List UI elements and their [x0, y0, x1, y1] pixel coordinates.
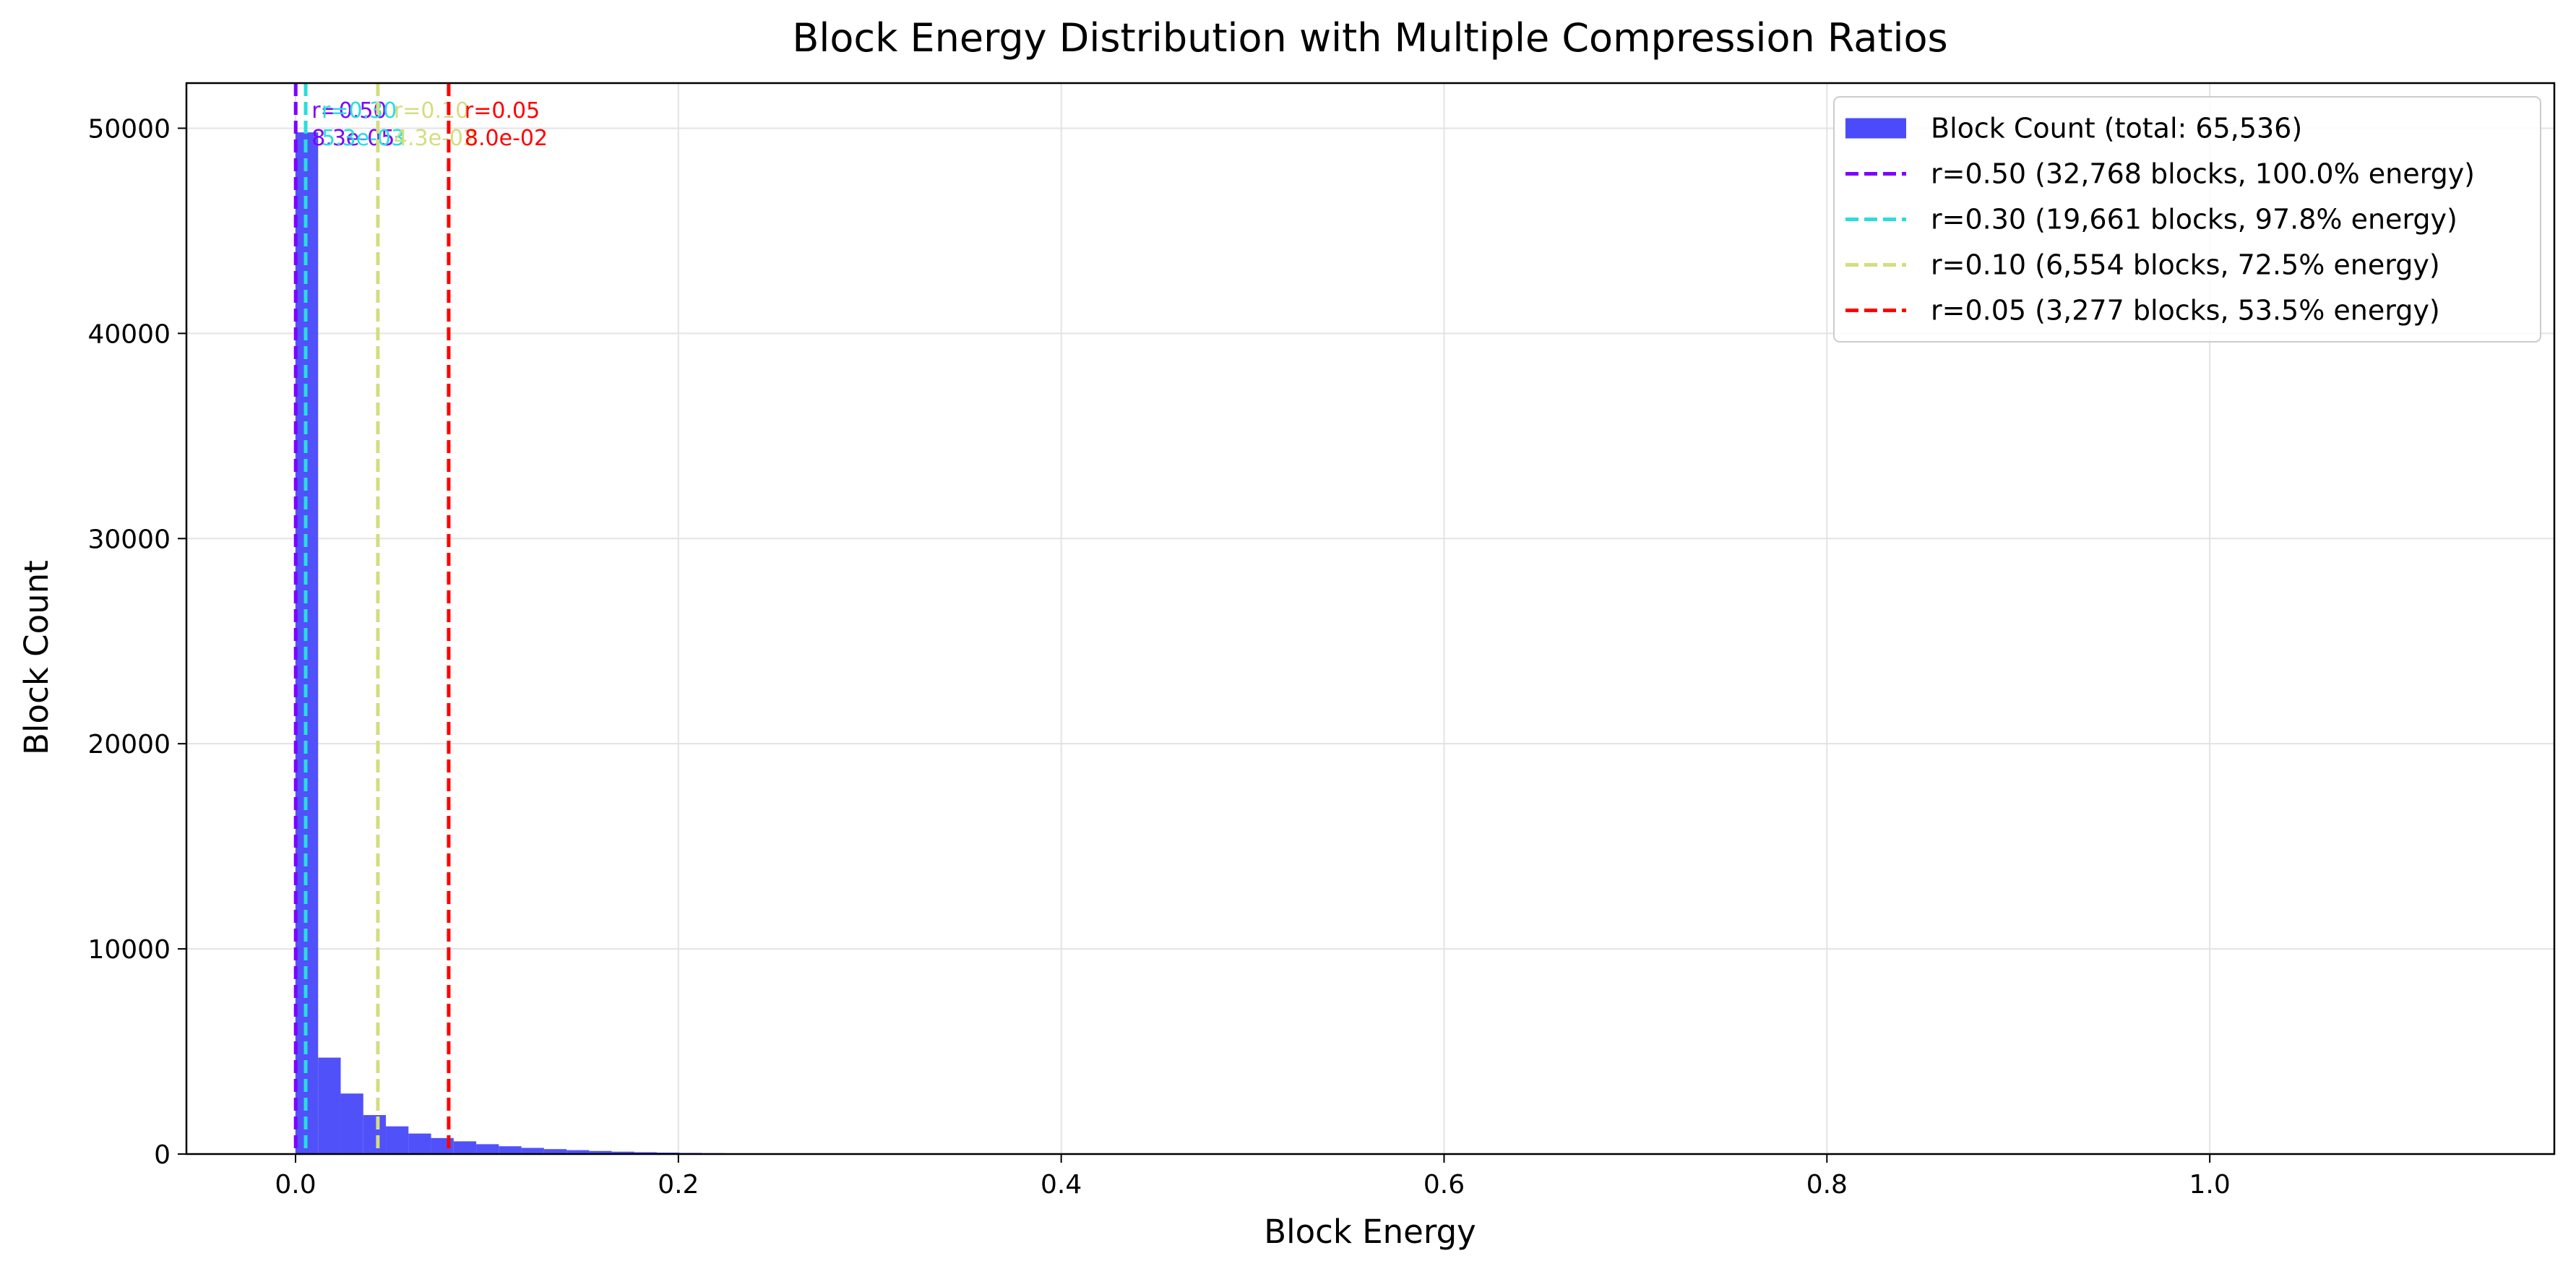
threshold-ratio-label: r=0.05 — [465, 98, 540, 124]
threshold-lines: r=0.508.3e-05r=0.305.3e-03r=0.104.3e-02r… — [293, 83, 548, 1154]
histogram-bar — [363, 1115, 387, 1154]
axis-ticks: 0.0 0.2 0.4 0.6 0.8 1.0 0 10000 20000 30000 40000 5… — [87, 114, 2230, 1200]
histogram-bar — [318, 1057, 341, 1154]
histogram-bar — [453, 1141, 477, 1154]
histogram-bar — [340, 1093, 363, 1154]
x-tick-label: 0.6 — [1423, 1170, 1465, 1200]
histogram-bar — [476, 1144, 499, 1154]
histogram-bar — [634, 1152, 658, 1154]
plot-frame — [185, 82, 2556, 1155]
chart-title: Block Energy Distribution with Multiple … — [792, 15, 1947, 61]
threshold-ratio-label: r=0.30 — [322, 98, 397, 124]
x-tick-label: 0.4 — [1041, 1170, 1082, 1200]
x-tick-label: 1.0 — [2189, 1170, 2231, 1200]
legend-label: r=0.10 (6,554 blocks, 72.5% energy) — [1931, 249, 2440, 281]
legend-label: r=0.50 (32,768 blocks, 100.0% energy) — [1931, 158, 2475, 190]
x-tick-label: 0.0 — [275, 1170, 316, 1200]
threshold-value-label: 5.3e-03 — [322, 126, 405, 151]
threshold-ratio-label: r=0.50 — [311, 98, 387, 124]
y-axis-label: Block Count — [17, 560, 56, 755]
histogram-bar — [567, 1150, 590, 1154]
legend-box — [1833, 96, 2541, 343]
threshold-value-label: 4.3e-02 — [394, 126, 477, 151]
histogram-bar — [543, 1149, 567, 1154]
x-tick-label: 0.8 — [1806, 1170, 1848, 1200]
histogram-bar — [408, 1133, 431, 1154]
histogram-bar — [386, 1126, 409, 1154]
x-axis-label: Block Energy — [1264, 1213, 1476, 1251]
legend-label: Block Count (total: 65,536) — [1931, 113, 2302, 145]
legend-label: r=0.30 (19,661 blocks, 97.8% energy) — [1931, 204, 2457, 236]
y-tick-label: 40000 — [87, 319, 171, 349]
threshold-value-label: 8.0e-02 — [465, 126, 548, 151]
x-tick-label: 0.2 — [658, 1170, 699, 1200]
histogram-bar — [521, 1148, 544, 1154]
y-tick-label: 30000 — [87, 525, 171, 554]
threshold-ratio-label: r=0.10 — [394, 98, 469, 124]
y-tick-label: 50000 — [87, 114, 171, 144]
legend-label: r=0.05 (3,277 blocks, 53.5% energy) — [1931, 295, 2440, 327]
histogram-bar — [499, 1146, 522, 1154]
histogram-bar — [296, 132, 319, 1154]
y-tick-label: 10000 — [87, 935, 171, 965]
y-tick-label: 0 — [154, 1140, 171, 1170]
y-tick-label: 20000 — [87, 730, 171, 759]
histogram-bar — [589, 1150, 612, 1154]
legend-swatch-bar — [1845, 118, 1906, 139]
threshold-value-label: 8.3e-05 — [311, 126, 395, 151]
histogram-bars — [296, 132, 973, 1154]
legend: Block Count (total: 65,536) r=0.50 (32,76… — [1833, 96, 2541, 343]
histogram-bar — [611, 1151, 634, 1154]
